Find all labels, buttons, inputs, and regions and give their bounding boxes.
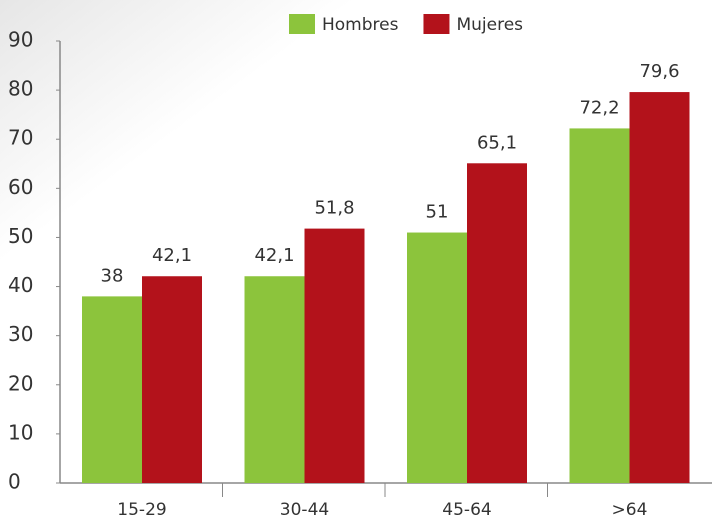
bar bbox=[82, 296, 142, 483]
legend-swatch bbox=[289, 14, 315, 34]
legend-label: Mujeres bbox=[456, 15, 523, 35]
value-label: 38 bbox=[101, 265, 124, 286]
y-tick-label: 80 bbox=[8, 77, 33, 101]
value-label: 42,1 bbox=[254, 245, 294, 266]
value-label: 72,2 bbox=[579, 97, 619, 118]
value-label: 42,1 bbox=[152, 245, 192, 266]
y-tick-label: 50 bbox=[8, 224, 33, 248]
bar bbox=[569, 128, 630, 483]
bar bbox=[244, 276, 305, 483]
bar bbox=[629, 92, 690, 483]
y-tick-label: 20 bbox=[8, 371, 33, 395]
y-tick-label: 70 bbox=[8, 126, 33, 150]
legend-swatch bbox=[423, 14, 450, 34]
bar bbox=[304, 228, 365, 483]
x-tick-label: 15-29 bbox=[117, 500, 166, 520]
y-tick-label: 10 bbox=[8, 420, 33, 444]
bar bbox=[142, 276, 202, 483]
y-tick-label: 90 bbox=[8, 28, 33, 52]
value-label: 79,6 bbox=[639, 61, 679, 82]
x-tick-label: 45-64 bbox=[442, 500, 491, 520]
value-label: 65,1 bbox=[477, 132, 517, 153]
value-label: 51 bbox=[426, 202, 449, 223]
x-tick-label: >64 bbox=[612, 500, 648, 520]
y-tick-label: 0 bbox=[8, 470, 21, 494]
y-tick-label: 30 bbox=[8, 322, 33, 346]
legend-label: Hombres bbox=[322, 15, 399, 35]
y-tick-label: 40 bbox=[8, 273, 33, 297]
bar bbox=[407, 232, 467, 483]
bar bbox=[467, 163, 527, 483]
x-tick-label: 30-44 bbox=[280, 500, 329, 520]
y-tick-label: 60 bbox=[8, 175, 33, 199]
value-label: 51,8 bbox=[314, 198, 354, 219]
